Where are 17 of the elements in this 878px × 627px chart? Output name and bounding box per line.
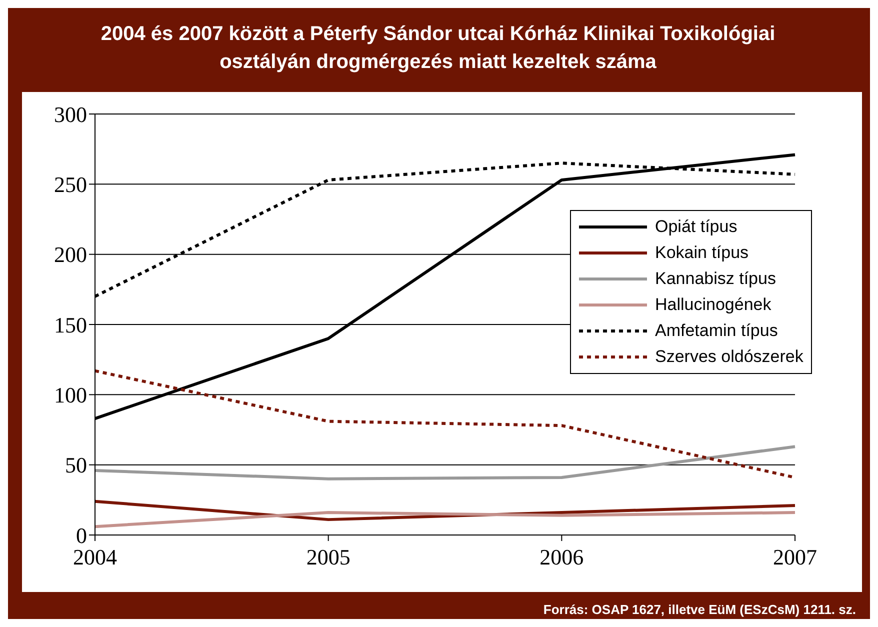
x-tick-label: 2007 bbox=[773, 544, 817, 570]
legend-label: Amfetamin típus bbox=[655, 321, 778, 341]
x-tick-label: 2006 bbox=[540, 544, 584, 570]
legend-label: Szerves oldószerek bbox=[655, 347, 804, 367]
legend-label: Kokain típus bbox=[655, 243, 749, 263]
y-tick-label: 250 bbox=[54, 172, 87, 197]
legend-label: Kannabisz típus bbox=[655, 269, 776, 289]
y-tick-label: 200 bbox=[54, 242, 87, 268]
text: Forrás: OSAP 1627, illetve EüM (ESzCsM) 1211. sz. bbox=[543, 602, 856, 617]
y-tick-label: 100 bbox=[54, 382, 87, 408]
chart-title: 2004 és 2007 között a Péterfy Sándor utcai Kórház Klinikai Toxikológiai osztályán drogmérgezés miatt kezeltek száma bbox=[100, 22, 776, 75]
y-tick-label: 300 bbox=[54, 102, 87, 127]
x-tick-label: 2005 bbox=[306, 544, 350, 570]
y-tick-label: 150 bbox=[54, 312, 87, 338]
legend-label: Hallucinogének bbox=[655, 295, 772, 315]
y-tick-label: 50 bbox=[65, 452, 87, 478]
legend-label: Opiát típus bbox=[655, 217, 738, 237]
